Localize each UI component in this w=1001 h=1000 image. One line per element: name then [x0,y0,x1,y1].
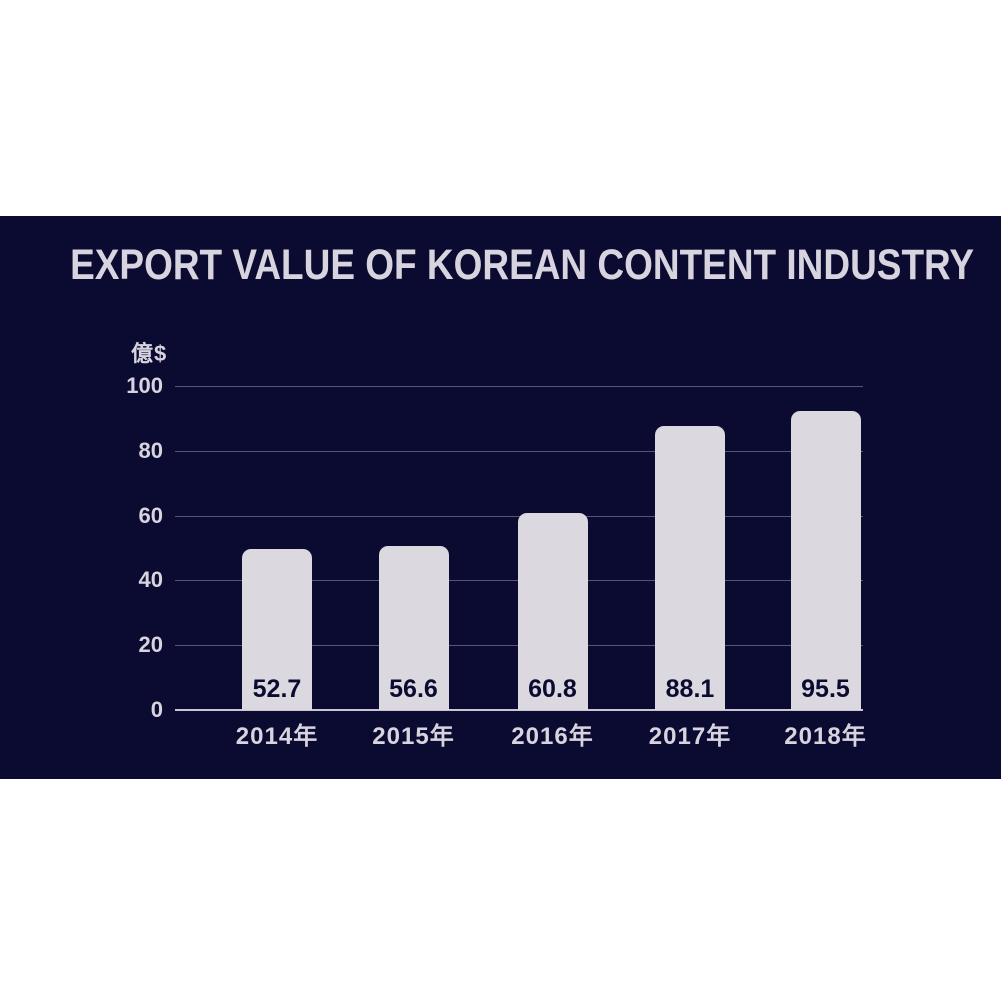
bar-value-label-2017: 88.1 [665,675,715,703]
chart-panel: EXPORT VALUE OF KOREAN CONTENT INDUSTRY … [0,216,1001,779]
x-tick-label-2016: 2016年 [511,723,594,750]
x-tick-label-2018: 2018年 [784,723,867,750]
y-axis-unit-label: 億$ [131,341,168,366]
y-tick-label-80: 80 [138,437,163,463]
y-tick-label-40: 40 [138,567,163,593]
x-tick-label-2017: 2017年 [648,723,732,750]
bar-2015 [378,546,449,710]
gridline-100 [175,386,863,387]
y-tick-label-0: 0 [150,697,163,722]
y-tick-label-100: 100 [126,373,163,398]
y-tick-label-60: 60 [138,502,163,528]
chart-title: EXPORT VALUE OF KOREAN CONTENT INDUSTRY [70,241,975,289]
bar-value-label-2014: 52.7 [252,675,302,703]
bar-value-label-2018: 95.5 [801,675,850,703]
gridline-0 [175,709,863,711]
gridline-80 [175,450,863,452]
bar-2017 [655,425,725,710]
x-tick-label-2015: 2015年 [372,723,455,750]
bar-2014 [242,548,312,710]
y-tick-label-20: 20 [138,632,163,658]
bar-2016 [517,513,588,710]
x-tick-label-2014: 2014年 [235,723,319,750]
bar-value-label-2015: 56.6 [389,675,438,703]
bar-value-label-2016: 60.8 [528,675,577,703]
bar-2018 [790,410,861,710]
